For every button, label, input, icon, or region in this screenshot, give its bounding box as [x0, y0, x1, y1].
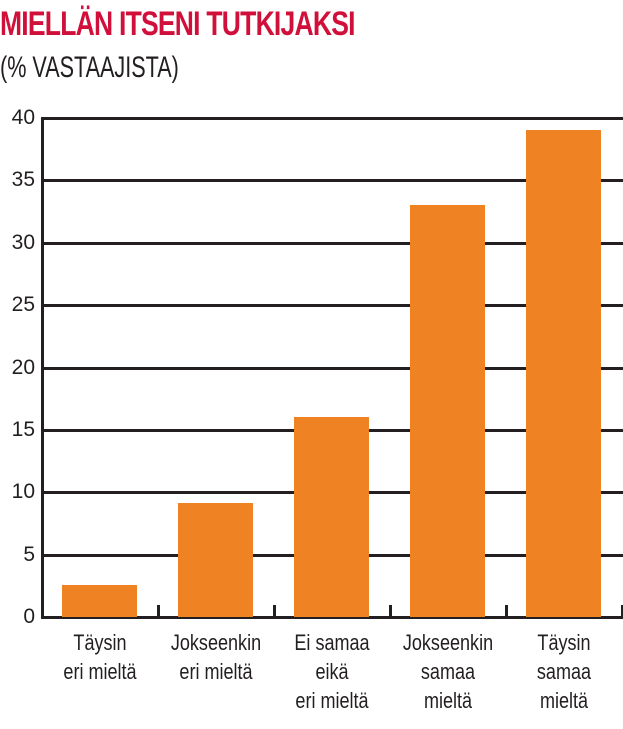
gridline — [42, 304, 623, 308]
x-category-label: Täysin samaa mieltä — [510, 628, 617, 715]
x-category-label-line: eri mieltä — [178, 659, 253, 684]
y-tick-label: 30 — [11, 230, 35, 254]
x-category-label-line: mieltä — [539, 688, 588, 713]
x-category-label-line: eri mieltä — [294, 688, 369, 713]
y-tick-label: 20 — [11, 355, 35, 379]
bar — [178, 503, 253, 617]
y-tick-label: 35 — [11, 168, 35, 192]
x-tick — [389, 605, 392, 617]
gridline — [42, 179, 623, 183]
x-category-label: Ei samaa eikä eri mieltä — [278, 628, 385, 715]
x-category-label-line: eikä — [314, 659, 349, 684]
x-category-label-line: Jokseenkin — [170, 630, 261, 655]
x-axis-line — [42, 616, 623, 619]
y-tick-label: 15 — [11, 417, 35, 441]
gridline — [42, 241, 623, 245]
chart-subtitle: (% VASTAAJISTA) — [0, 51, 179, 84]
x-category-label-line: Täysin — [536, 630, 591, 655]
y-tick-label: 25 — [11, 293, 35, 317]
bar — [62, 584, 137, 617]
x-tick — [505, 605, 508, 617]
y-tick-label: 5 — [23, 542, 35, 566]
x-category-label-line: mieltä — [423, 688, 472, 713]
bar — [294, 417, 369, 617]
bar — [526, 130, 601, 617]
x-tick — [621, 605, 623, 617]
x-category-label: Jokseenkin samaa mieltä — [394, 628, 501, 715]
x-category-label-line: samaa — [420, 659, 475, 684]
y-axis-line — [41, 117, 44, 619]
x-category-label-line: samaa — [536, 659, 591, 684]
x-category-label-line: Jokseenkin — [402, 630, 493, 655]
bar — [410, 205, 485, 617]
x-category-label: Täysin eri mieltä — [46, 628, 153, 686]
gridline — [42, 366, 623, 370]
x-category-label-line: Ei samaa — [293, 630, 370, 655]
gridline — [42, 117, 623, 120]
y-tick-label: 0 — [23, 605, 35, 628]
y-tick-label: 10 — [11, 480, 35, 504]
x-category-label-line: Täysin — [72, 630, 127, 655]
y-tick-label: 40 — [11, 106, 35, 129]
x-tick — [157, 605, 160, 617]
x-category-label-line: eri mieltä — [62, 659, 137, 684]
x-category-label: Jokseenkin eri mieltä — [162, 628, 269, 686]
chart-title: MIELLÄN ITSENI TUTKIJAKSI — [0, 5, 356, 43]
x-tick — [273, 605, 276, 617]
